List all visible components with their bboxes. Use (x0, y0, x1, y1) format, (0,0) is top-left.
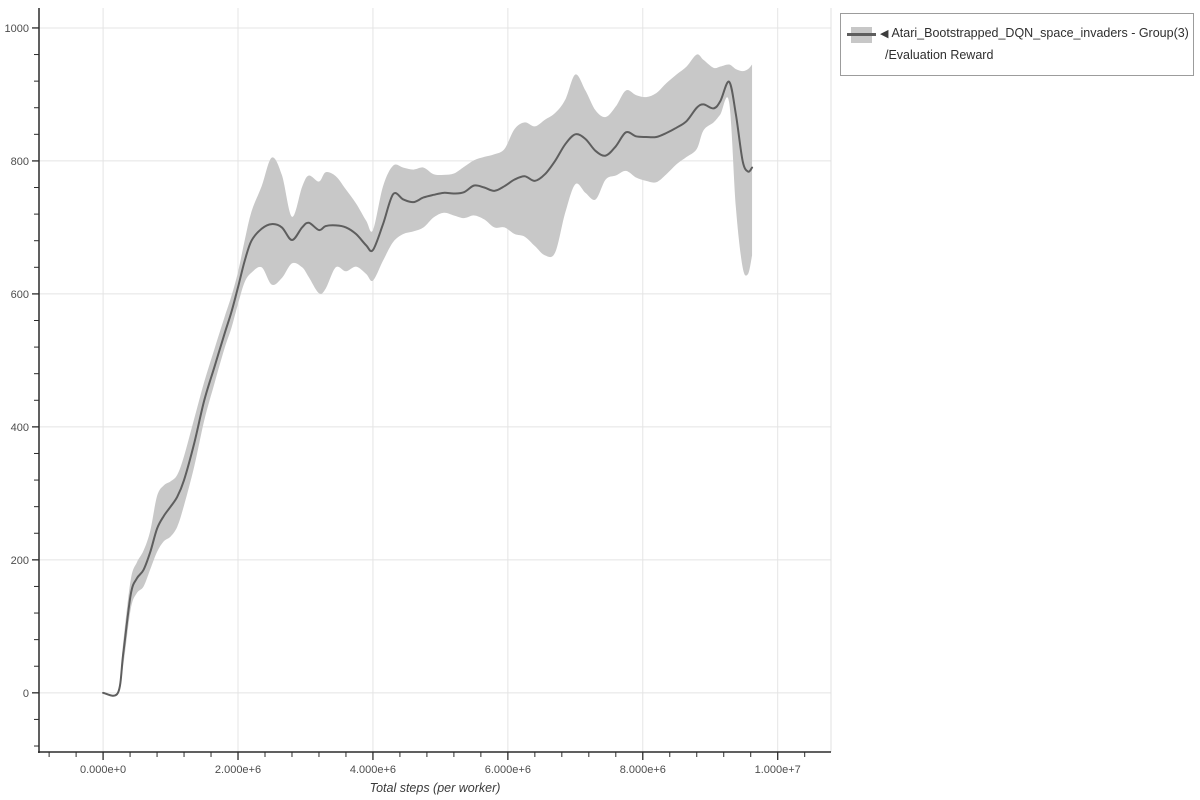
legend-series-name: ◀ Atari_Bootstrapped_DQN_space_invaders -… (880, 23, 1189, 45)
gridlines (39, 8, 832, 752)
y-tick-label: 1000 (5, 23, 29, 35)
axis-tick-labels: 0 200 400 600 800 1000 0.000e+0 2.000e+6 4.000e+… (5, 23, 801, 776)
collapse-arrow-icon[interactable]: ◀ (880, 28, 889, 40)
y-tick-label: 400 (11, 422, 29, 434)
confidence-band (103, 54, 753, 697)
axis-ticks (32, 27, 806, 760)
y-tick-label: 800 (11, 156, 29, 168)
series-color-swatch (847, 27, 876, 43)
x-tick-label: 1.000e+7 (755, 764, 801, 776)
legend-item[interactable]: ◀ Atari_Bootstrapped_DQN_space_invaders -… (840, 13, 1194, 76)
legend-label: ◀ Atari_Bootstrapped_DQN_space_invaders -… (880, 14, 1189, 66)
x-axis-title: Total steps (per worker) (370, 781, 501, 795)
x-tick-label: 4.000e+6 (350, 764, 396, 776)
mean-line (102, 80, 754, 697)
legend-series-name-text: Atari_Bootstrapped_DQN_space_invaders - … (891, 26, 1189, 40)
x-tick-label: 8.000e+6 (620, 764, 666, 776)
line-swatch (847, 33, 876, 36)
axes (38, 8, 831, 753)
y-tick-label: 0 (23, 688, 29, 700)
legend-metric-name: /Evaluation Reward (885, 48, 994, 62)
x-tick-label: 2.000e+6 (215, 764, 261, 776)
y-tick-label: 600 (11, 289, 29, 301)
x-tick-label: 6.000e+6 (485, 764, 531, 776)
y-tick-label: 200 (11, 555, 29, 567)
x-tick-label: 0.000e+0 (80, 764, 126, 776)
